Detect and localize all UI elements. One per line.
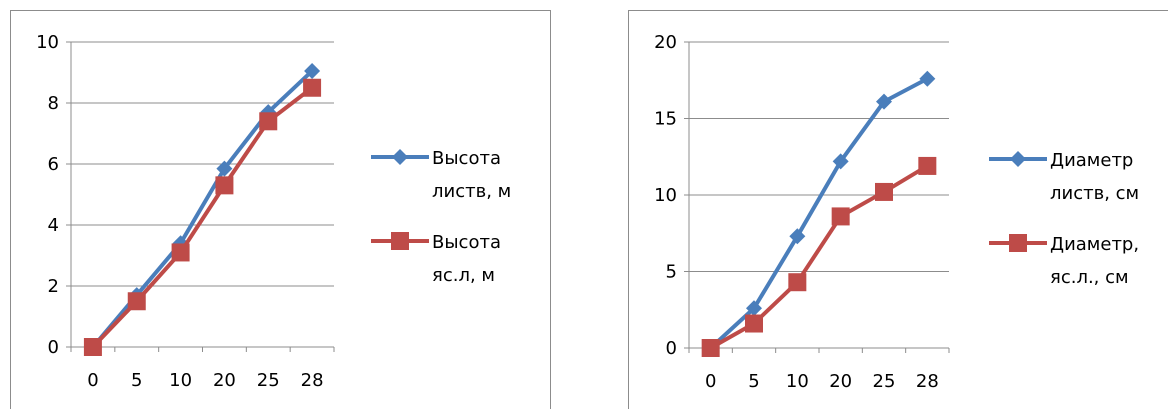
legend-label: листв, см — [1050, 183, 1139, 204]
y-tick-label: 0 — [666, 338, 677, 359]
data-point-diamond — [876, 93, 892, 110]
x-tick-label: 20 — [213, 370, 236, 391]
data-point-square — [171, 243, 190, 262]
x-tick-label: 5 — [748, 371, 759, 392]
chart-height-svg: 0 2 4 6 8 10 0 5 10 20 25 28 Высота листв, м Высота яс.… — [36, 32, 511, 391]
y-tick-label: 2 — [48, 276, 59, 297]
y-tick-label: 6 — [48, 154, 59, 175]
legend-label: Диаметр, — [1050, 234, 1139, 255]
data-point-square — [745, 314, 763, 333]
y-tick-label: 0 — [48, 337, 59, 358]
x-tick-label: 25 — [873, 371, 896, 392]
data-point-diamond — [304, 62, 321, 79]
data-point-diamond — [919, 70, 936, 87]
legend-label: листв, м — [432, 181, 511, 202]
data-point-diamond — [832, 153, 849, 170]
x-tick-label: 28 — [916, 371, 939, 392]
data-point-square — [875, 182, 893, 201]
x-tick-label: 0 — [87, 370, 98, 391]
x-tick-label: 0 — [705, 371, 716, 392]
y-tick-label: 10 — [654, 185, 677, 206]
x-tick-label: 28 — [301, 370, 324, 391]
data-point-square — [259, 112, 278, 131]
legend-label: Высота — [432, 232, 501, 253]
chart-diameter-svg: 0 5 10 15 20 0 5 10 20 25 28 Диаметр листв, см Диамет… — [654, 32, 1139, 392]
y-tick-label: 15 — [654, 109, 677, 130]
legend-swatch-marker — [1009, 234, 1027, 252]
series-line — [709, 76, 929, 350]
legend-swatch-marker — [1010, 151, 1026, 167]
x-tick-label: 5 — [131, 370, 142, 391]
data-point-square — [788, 273, 807, 292]
data-point-diamond — [789, 228, 806, 245]
chart-diameter: 0 5 10 15 20 0 5 10 20 25 28 Диаметр листв, см Диамет… — [628, 10, 1168, 409]
y-tick-label: 10 — [36, 32, 59, 53]
data-point-square — [215, 176, 234, 195]
legend-label: яс.л., см — [1050, 267, 1129, 288]
x-tick-label: 10 — [169, 370, 192, 391]
chart-height: 0 2 4 6 8 10 0 5 10 20 25 28 Высота листв, м Высота яс.… — [10, 10, 551, 409]
x-tick-label: 20 — [829, 371, 852, 392]
data-point-diamond — [216, 160, 233, 177]
data-point-square — [918, 156, 937, 175]
data-point-square — [83, 338, 102, 356]
data-point-square — [701, 339, 720, 357]
legend-label: Диаметр — [1050, 150, 1133, 171]
data-point-square — [127, 292, 146, 311]
legend-label: яс.л, м — [432, 265, 495, 286]
legend-swatch-marker — [391, 232, 409, 250]
y-tick-label: 20 — [654, 32, 677, 53]
y-tick-label: 8 — [48, 93, 59, 114]
legend-label: Высота — [432, 148, 501, 169]
x-tick-label: 10 — [786, 371, 809, 392]
x-tick-label: 25 — [257, 370, 280, 391]
data-point-square — [831, 207, 850, 226]
legend-swatch-marker — [392, 149, 408, 165]
data-point-square — [303, 78, 322, 97]
data-point-diamond — [746, 300, 762, 317]
y-tick-label: 5 — [666, 262, 677, 283]
y-tick-label: 4 — [48, 215, 59, 236]
